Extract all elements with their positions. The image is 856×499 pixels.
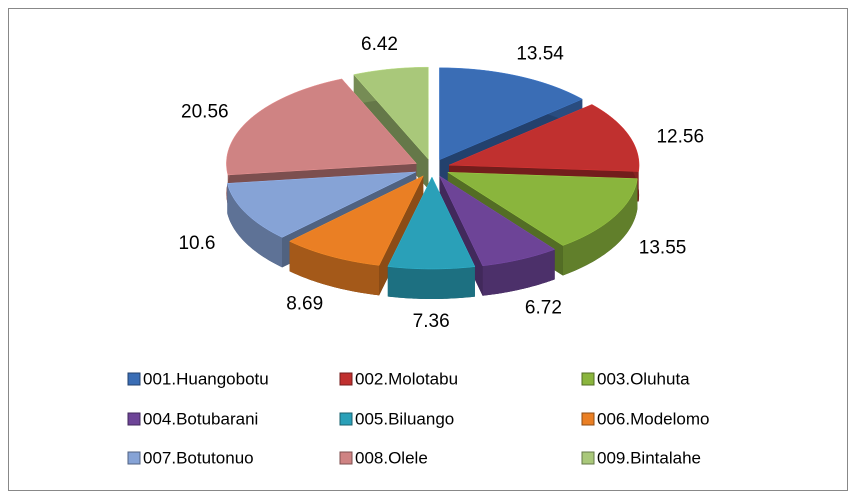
- slice-top: [387, 176, 476, 270]
- legend-swatch: [581, 451, 595, 465]
- slice-top: [353, 66, 429, 160]
- legend-swatch: [127, 412, 141, 426]
- data-label: 7.36: [413, 311, 450, 332]
- data-label: 10.6: [178, 233, 215, 254]
- legend-label: 004.Botubarani: [143, 409, 258, 428]
- legend-swatch: [339, 451, 353, 465]
- legend-swatch: [581, 412, 595, 426]
- slice-top: [439, 175, 556, 267]
- legend-label: 001.Huangobotu: [143, 369, 269, 388]
- slice-wall: [227, 183, 283, 268]
- data-label: 8.69: [286, 293, 323, 314]
- data-label: 13.54: [516, 43, 564, 64]
- legend-label: 002.Molotabu: [355, 369, 458, 388]
- data-label: 20.56: [181, 101, 229, 122]
- slice-top: [446, 171, 638, 246]
- legend-label: 005.Biluango: [355, 409, 454, 428]
- legend-label: 003.Oluhuta: [597, 369, 690, 388]
- slice-top: [226, 78, 417, 176]
- slice: [387, 176, 476, 299]
- slice: [439, 175, 556, 296]
- slice-top: [439, 67, 583, 161]
- data-label: 6.72: [525, 298, 562, 319]
- data-label: 13.55: [639, 237, 687, 258]
- legend-label: 009.Bintalahe: [597, 448, 701, 467]
- legend-swatch: [339, 412, 353, 426]
- slice-wall: [289, 241, 380, 296]
- slice-top: [226, 171, 416, 238]
- slice-top: [448, 104, 640, 172]
- slice-wall: [387, 266, 475, 299]
- legend-swatch: [339, 372, 353, 386]
- data-label: 6.42: [361, 34, 398, 55]
- legend-swatch: [127, 451, 141, 465]
- slice-top: [289, 175, 424, 266]
- legend-swatch: [581, 372, 595, 386]
- legend-label: 006.Modelomo: [597, 409, 709, 428]
- slice-wall: [482, 249, 555, 296]
- data-label: 12.56: [656, 126, 704, 147]
- legend-label: 007.Botutonuo: [143, 448, 254, 467]
- slice-wall: [562, 178, 638, 276]
- legend-label: 008.Olele: [355, 448, 428, 467]
- legend-swatch: [127, 372, 141, 386]
